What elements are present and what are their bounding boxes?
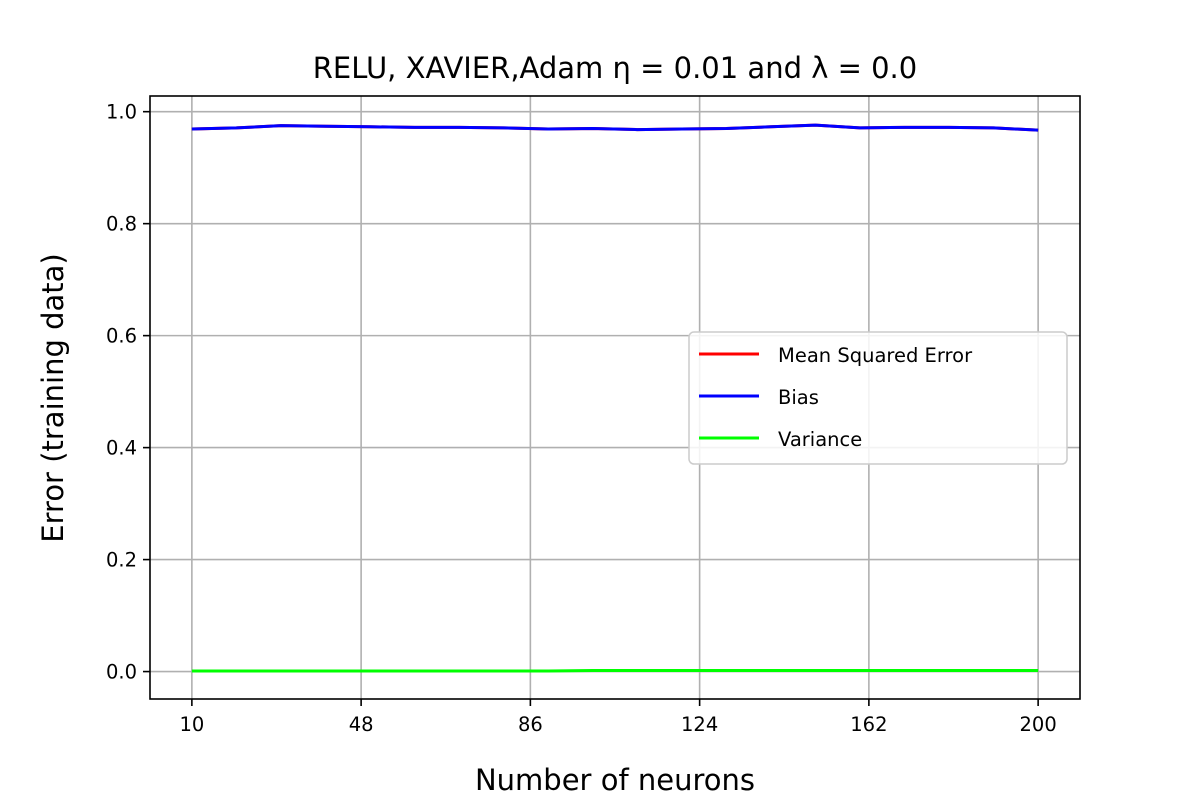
legend-box: [688, 331, 1068, 465]
y-axis-label: Error (training data): [36, 253, 70, 542]
y-tick-label: 1.0: [106, 101, 137, 124]
series-lines: [191, 123, 1039, 673]
y-tick-label: 0.6: [106, 325, 137, 348]
x-tick-label: 162: [850, 713, 887, 736]
axis-ticks: 10 48 86 124 162 200 0.0 0.2 0.4 0.6 0.8 1.0: [106, 101, 1057, 736]
legend-label-mse: Mean Squared Error: [778, 344, 973, 367]
y-tick-label: 0.2: [106, 549, 137, 572]
y-tick-label: 0.0: [106, 661, 137, 684]
y-tick-label: 0.4: [106, 437, 137, 460]
x-tick-label: 10: [179, 713, 204, 736]
x-tick-label: 124: [681, 713, 718, 736]
plot-frame: [149, 95, 1081, 700]
x-tick-label: 48: [349, 713, 374, 736]
chart-title: RELU, XAVIER,Adam η = 0.01 and λ = 0.0: [313, 51, 917, 85]
x-tick-label: 86: [518, 713, 543, 736]
legend-label-variance: Variance: [778, 428, 862, 451]
x-axis-label: Number of neurons: [475, 763, 755, 797]
y-tick-label: 0.8: [106, 213, 137, 236]
series-line-bias: [191, 123, 1039, 132]
legend-label-bias: Bias: [778, 386, 819, 409]
legend: Mean Squared Error Bias Variance: [688, 331, 1068, 465]
series-line-variance: [191, 668, 1039, 673]
x-tick-label: 200: [1020, 713, 1057, 736]
